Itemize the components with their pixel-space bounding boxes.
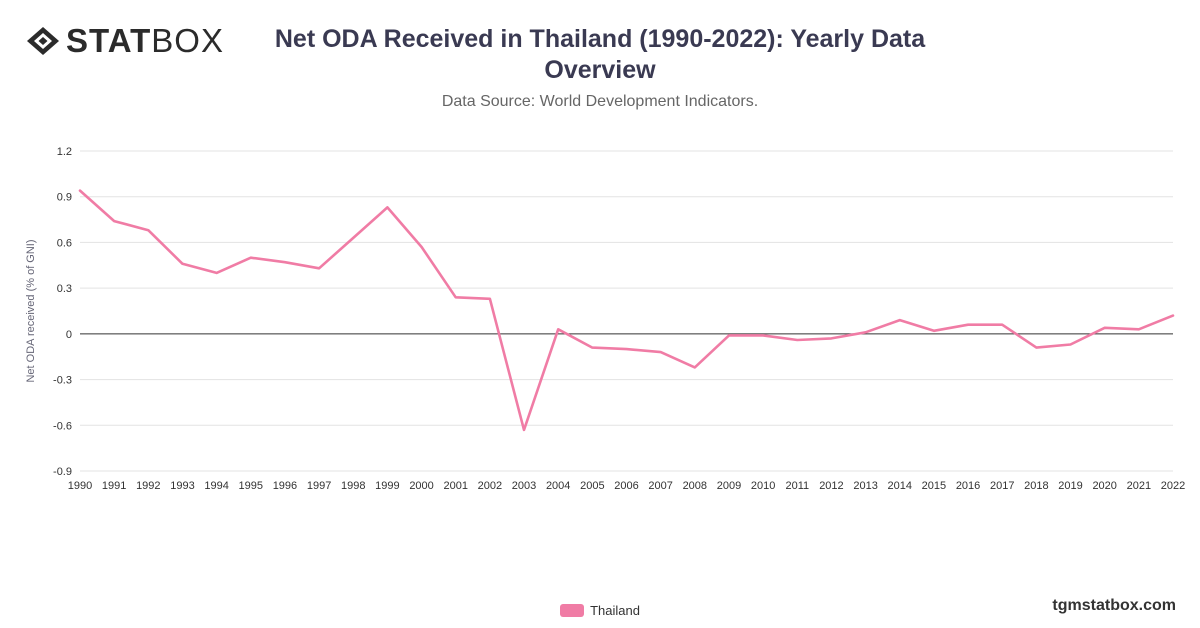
x-tick-label: 1999 (375, 480, 399, 492)
x-tick-label: 2013 (853, 480, 877, 492)
x-tick-label: 2004 (546, 480, 570, 492)
x-tick-label: 2020 (1092, 480, 1116, 492)
y-tick-label: 0.6 (57, 237, 72, 249)
chart-subtitle: Data Source: World Development Indicator… (441, 93, 759, 110)
y-axis-label: Net ODA received (% of GNI) (25, 239, 37, 382)
x-tick-label: 1998 (341, 480, 365, 492)
x-tick-label: 2008 (683, 480, 707, 492)
x-tick-label: 1991 (102, 480, 126, 492)
y-tick-label: -0.3 (53, 375, 72, 387)
x-tick-label: 2009 (717, 480, 741, 492)
x-tick-label: 2011 (785, 480, 809, 492)
x-tick-label: 2019 (1058, 480, 1082, 492)
x-tick-label: 2001 (443, 480, 467, 492)
x-tick-label: 1990 (68, 480, 92, 492)
y-tick-label: 0.3 (57, 283, 72, 295)
x-tick-label: 2012 (819, 480, 843, 492)
x-tick-label: 1993 (170, 480, 194, 492)
x-tick-label: 2002 (478, 480, 502, 492)
series-line-thailand (78, 189, 1175, 432)
y-tick-label: 0.9 (57, 192, 72, 204)
x-tick-label: 2018 (1024, 480, 1048, 492)
x-tick-label: 1995 (239, 480, 263, 492)
diamond-logo-icon (27, 27, 59, 55)
x-tick-label: 2005 (580, 480, 604, 492)
x-tick-label: 2003 (512, 480, 536, 492)
x-tick-label: 2022 (1161, 480, 1185, 492)
x-tick-label: 1996 (273, 480, 297, 492)
x-tick-label: 2010 (751, 480, 775, 492)
legend-label: Thailand (590, 603, 640, 618)
x-tick-label: 2007 (648, 480, 672, 492)
statbox-logo: STATBOX (26, 22, 224, 60)
x-tick-label: 1997 (307, 480, 331, 492)
logo-bold-text: STAT (66, 22, 152, 59)
chart-title: Net ODA Received in Thailand (1990-2022)… (274, 25, 926, 84)
y-tick-label: -0.9 (53, 466, 72, 478)
legend-swatch (560, 604, 585, 617)
y-tick-label: -0.6 (53, 420, 72, 432)
y-tick-label: 1.2 (57, 146, 72, 158)
x-tick-label: 1994 (204, 480, 228, 492)
legend[interactable]: Thailand (0, 603, 1200, 618)
x-tick-label: 2017 (990, 480, 1014, 492)
x-tick-label: 2006 (614, 480, 638, 492)
logo-light-text: BOX (151, 22, 224, 59)
logo-text: STATBOX (66, 22, 224, 60)
x-tick-label: 2015 (922, 480, 946, 492)
x-tick-label: 1992 (136, 480, 160, 492)
x-tick-label: 2021 (1127, 480, 1151, 492)
watermark: tgmstatbox.com (1052, 597, 1176, 614)
y-tick-label: 0 (66, 329, 72, 341)
x-tick-label: 2014 (888, 480, 912, 492)
x-tick-label: 2016 (956, 480, 980, 492)
x-tick-label: 2000 (409, 480, 433, 492)
